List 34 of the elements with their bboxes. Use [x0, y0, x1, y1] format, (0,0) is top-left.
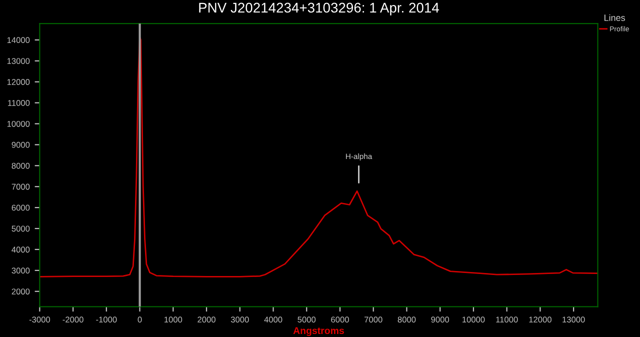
x-tick-label: 7000 — [364, 316, 382, 323]
x-tick-label: 9000 — [431, 316, 450, 323]
y-tick-label: 7000 — [12, 184, 30, 190]
y-tick-label: 12000 — [7, 79, 30, 85]
y-tick-label: 13000 — [7, 58, 30, 64]
chart-title: PNV J20214234+3103296: 1 Apr. 2014 — [199, 2, 439, 16]
y-tick-label: 8000 — [12, 162, 30, 169]
x-tick-label: 12000 — [529, 316, 552, 323]
y-tick-label: 5000 — [12, 226, 30, 232]
legend-title: Lines — [604, 14, 626, 21]
x-tick-label: 11000 — [496, 316, 518, 323]
x-tick-label: 0 — [138, 316, 142, 323]
x-tick-label: 4000 — [264, 316, 282, 323]
x-tick-label: 13000 — [562, 316, 585, 323]
x-tick-label: -3000 — [29, 316, 50, 323]
y-tick-label: 3000 — [12, 268, 30, 274]
y-tick-label: 4000 — [12, 246, 30, 253]
y-tick-label: 10000 — [7, 120, 30, 127]
x-tick-label: 5000 — [298, 316, 316, 323]
x-tick-label: 3000 — [230, 316, 249, 323]
y-tick-label: 9000 — [12, 142, 30, 148]
y-tick-label: 14000 — [7, 37, 30, 44]
x-tick-label: 10000 — [462, 316, 485, 323]
x-tick-label: 2000 — [198, 316, 216, 323]
y-tick-label: 6000 — [12, 204, 30, 211]
x-tick-label: 6000 — [331, 316, 349, 323]
x-tick-label: -2000 — [62, 316, 84, 323]
x-tick-label: 8000 — [398, 316, 416, 323]
line-series — [40, 36, 598, 278]
x-tick-label: -1000 — [96, 316, 117, 323]
y-tick-label: 2000 — [12, 288, 30, 294]
y-tick-label: 11000 — [8, 100, 30, 106]
x-tick-label: 1000 — [164, 316, 182, 323]
x-axis-title: Angstroms — [293, 327, 344, 336]
